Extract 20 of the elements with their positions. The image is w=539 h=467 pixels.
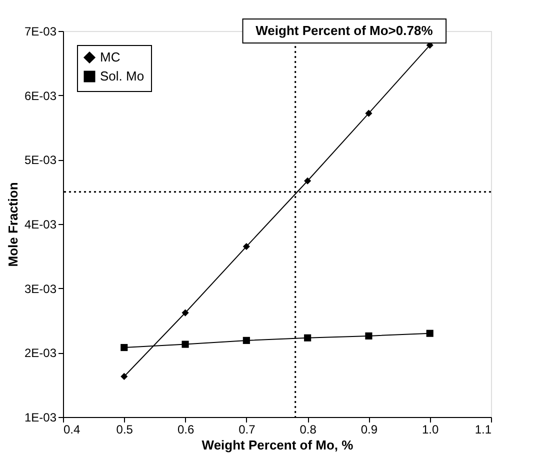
y-axis-title: Mole Fraction (5, 182, 20, 267)
y-tick-label: 1E-03 (24, 410, 57, 424)
x-tick-label: 1.0 (422, 422, 440, 436)
y-tick-label: 2E-03 (24, 346, 57, 360)
legend-label: Sol. Mo (100, 68, 144, 84)
y-tick-label: 6E-03 (24, 88, 57, 103)
y-tick-label: 5E-03 (24, 153, 57, 168)
x-tick-label: 0.7 (238, 422, 256, 436)
y-tick-label: 7E-03 (24, 24, 57, 38)
x-tick-label: 0.9 (360, 422, 378, 436)
y-tick-label: 3E-03 (24, 282, 57, 296)
x-tick-label: 0.5 (116, 422, 134, 436)
x-tick-label: 1.1 (474, 422, 492, 436)
x-axis-title: Weight Percent of Mo, % (202, 438, 354, 452)
annotation: Weight Percent of Mo>0.78% (256, 23, 434, 38)
x-tick-label: 0.8 (300, 422, 317, 436)
x-tick-label: 0.6 (177, 422, 194, 436)
legend-label: MC (100, 50, 120, 64)
x-tick-label: 0.4 (64, 422, 81, 436)
y-tick-label: 4E-03 (24, 218, 57, 232)
